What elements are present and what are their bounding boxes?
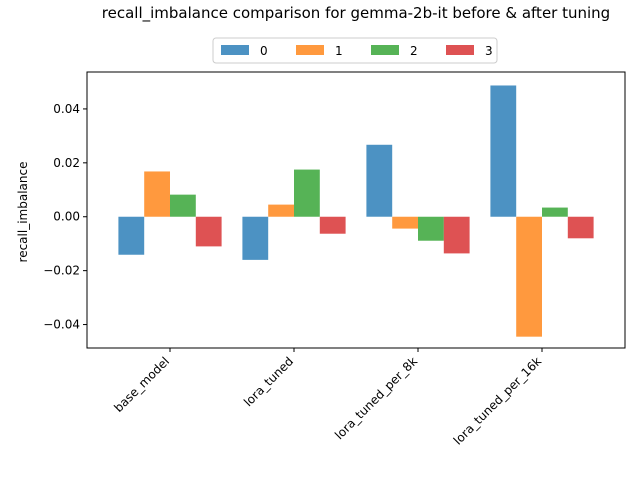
x-tick-label: base_model <box>111 354 172 415</box>
legend-label-1: 1 <box>335 44 343 58</box>
bar-lora_tuned_per_8k-series-3 <box>443 216 470 254</box>
bar-lora_tuned_per_8k-series-2 <box>418 216 444 241</box>
chart-title: recall_imbalance comparison for gemma-2b… <box>102 4 610 23</box>
axes-frame <box>86 71 626 349</box>
y-tick-label: −0.04 <box>43 318 80 332</box>
y-tick-label: 0.00 <box>53 210 80 224</box>
x-tick-label: lora_tuned_per_8k <box>332 354 420 442</box>
y-axis-label: recall_imbalance <box>16 162 30 263</box>
bar-lora_tuned-series-2 <box>294 169 320 217</box>
y-tick-label: 0.04 <box>53 102 80 116</box>
legend: 0 1 2 3 <box>212 37 498 64</box>
legend-swatch-3 <box>446 45 474 55</box>
y-tick-label: −0.02 <box>43 264 80 278</box>
bar-base_model-series-3 <box>195 216 222 247</box>
bar-base_model-series-1 <box>144 171 170 217</box>
bar-lora_tuned-series-3 <box>319 216 346 234</box>
bar-lora_tuned_per_8k-series-1 <box>392 216 418 229</box>
bar-lora_tuned_per_8k-series-0 <box>366 144 393 217</box>
legend-label-0: 0 <box>260 44 268 58</box>
bar-lora_tuned_per_16k-series-1 <box>516 216 542 337</box>
legend-label-3: 3 <box>485 44 493 58</box>
bar-lora_tuned-series-1 <box>268 204 294 217</box>
legend-swatch-2 <box>371 45 399 55</box>
bar-lora_tuned-series-0 <box>242 216 269 260</box>
bar-lora_tuned_per_16k-series-2 <box>542 207 568 217</box>
legend-label-2: 2 <box>410 44 418 58</box>
x-axis: base_model lora_tuned lora_tuned_per_8k lor… <box>111 348 544 448</box>
y-axis: −0.04 −0.02 0.00 0.02 0.04 <box>43 102 87 332</box>
bar-lora_tuned_per_16k-series-0 <box>490 85 517 217</box>
y-tick-label: 0.02 <box>53 156 80 170</box>
x-tick-label: lora_tuned_per_16k <box>451 354 544 447</box>
bar-base_model-series-2 <box>170 194 196 217</box>
plot-area <box>118 85 594 337</box>
bar-lora_tuned_per_16k-series-3 <box>567 216 594 239</box>
legend-swatch-0 <box>221 45 249 55</box>
legend-box <box>212 37 498 64</box>
x-tick-label: lora_tuned <box>241 354 296 409</box>
bar-base_model-series-0 <box>118 216 145 255</box>
legend-swatch-1 <box>296 45 324 55</box>
